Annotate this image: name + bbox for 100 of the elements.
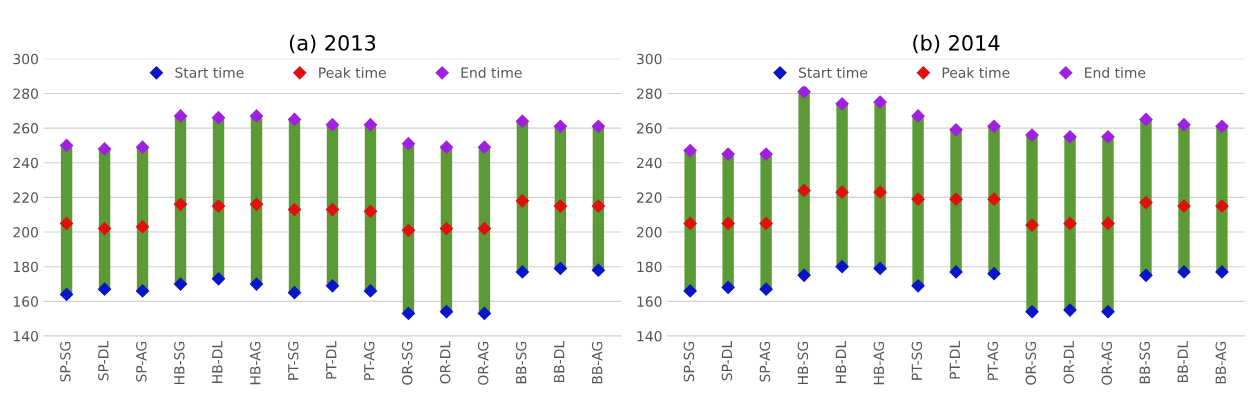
x-tick-label: SP-SG [683, 342, 695, 382]
x-tick-label: BB-DL [554, 340, 565, 382]
point [949, 265, 963, 279]
point [1025, 128, 1039, 142]
point [1215, 119, 1229, 133]
point [721, 280, 735, 295]
point [173, 109, 188, 123]
y-tick-label: 280 [637, 88, 662, 99]
point [401, 223, 416, 237]
y-tick-label: 160 [637, 296, 662, 307]
x-tick-label: BB-AG [591, 342, 603, 384]
x-tick-label: HB-SG [797, 342, 809, 385]
point [835, 260, 849, 274]
point [1101, 216, 1115, 230]
point [721, 147, 735, 161]
point [987, 192, 1001, 206]
x-tick-label: HB-AG [873, 342, 885, 385]
y-tick-label: 140 [637, 330, 662, 342]
point [135, 140, 150, 154]
point [439, 305, 454, 319]
point [97, 142, 112, 156]
point [59, 138, 74, 153]
y-tick-label: 200 [637, 227, 662, 238]
bar [1178, 124, 1190, 272]
y-tick-label: 260 [637, 123, 662, 134]
point [249, 109, 264, 123]
point [135, 220, 150, 234]
x-tick-label: HB-DL [835, 340, 846, 383]
legend-label: End time [1085, 67, 1146, 78]
x-tick-label: OR-SG [401, 342, 413, 385]
bar [874, 102, 886, 269]
point [759, 282, 773, 296]
point [911, 109, 925, 123]
point [363, 204, 378, 218]
point [1215, 265, 1229, 279]
y-tick-label: 260 [13, 123, 38, 134]
y-tick-label: 200 [13, 227, 38, 238]
point [135, 284, 150, 298]
point [1063, 303, 1077, 317]
point [515, 194, 529, 208]
x-tick-label: OR-SG [1025, 342, 1037, 385]
point [515, 265, 529, 279]
point [1063, 130, 1077, 144]
chart-title: (b) 2014 [913, 34, 1000, 54]
point [987, 119, 1001, 133]
x-tick-label: SP-DL [721, 340, 733, 381]
bar [1102, 136, 1114, 312]
point [1139, 196, 1153, 210]
point [59, 287, 74, 302]
point [249, 277, 264, 291]
x-tick-label: BB-AG [1215, 342, 1226, 384]
y-tick-label: 240 [13, 157, 38, 169]
point [401, 306, 416, 321]
x-tick-label: BB-SG [515, 342, 527, 384]
point [949, 192, 963, 206]
point [287, 112, 302, 127]
x-tick-label: SP-AG [759, 342, 771, 382]
legend-label: Peak time [319, 67, 386, 78]
x-tick-label: HB-SG [174, 342, 185, 385]
y-tick-label: 140 [13, 330, 38, 342]
point [759, 147, 773, 161]
y-tick-label: 300 [13, 53, 38, 65]
x-tick-label: PT-AG [363, 342, 375, 380]
point [477, 140, 492, 154]
point [515, 114, 529, 128]
point [1101, 130, 1115, 144]
point [873, 185, 887, 199]
y-tick-label: 220 [13, 192, 38, 203]
point [211, 111, 226, 125]
point [1215, 199, 1229, 213]
x-tick-label: OR-AG [477, 342, 489, 385]
point [59, 216, 74, 230]
point [97, 282, 112, 296]
x-tick-label: PT-AG [987, 342, 999, 380]
bar [912, 115, 924, 286]
point [721, 216, 735, 230]
point [477, 306, 492, 321]
legend-label: End time [461, 67, 522, 78]
bar [1064, 136, 1076, 311]
x-tick-label: SP-AG [136, 342, 147, 382]
x-tick-label: BB-SG [1139, 342, 1151, 384]
point [797, 183, 811, 198]
point [683, 144, 697, 158]
x-tick-label: PT-SG [911, 342, 923, 380]
legend-label: Peak time [942, 67, 1010, 78]
point [173, 277, 188, 291]
point [911, 192, 925, 206]
point [1139, 268, 1153, 282]
x-tick-label: HB-AG [250, 342, 261, 385]
x-tick-label: OR-DL [1063, 340, 1075, 384]
y-tick-label: 220 [637, 192, 662, 203]
point [553, 199, 567, 213]
point [287, 202, 302, 217]
legend-label: Start time [175, 67, 244, 78]
y-tick-label: 240 [637, 157, 662, 169]
y-tick-label: 180 [13, 261, 38, 273]
point [1177, 265, 1191, 279]
x-tick-label: PT-DL [949, 340, 960, 379]
point [553, 261, 567, 276]
point [683, 284, 697, 298]
